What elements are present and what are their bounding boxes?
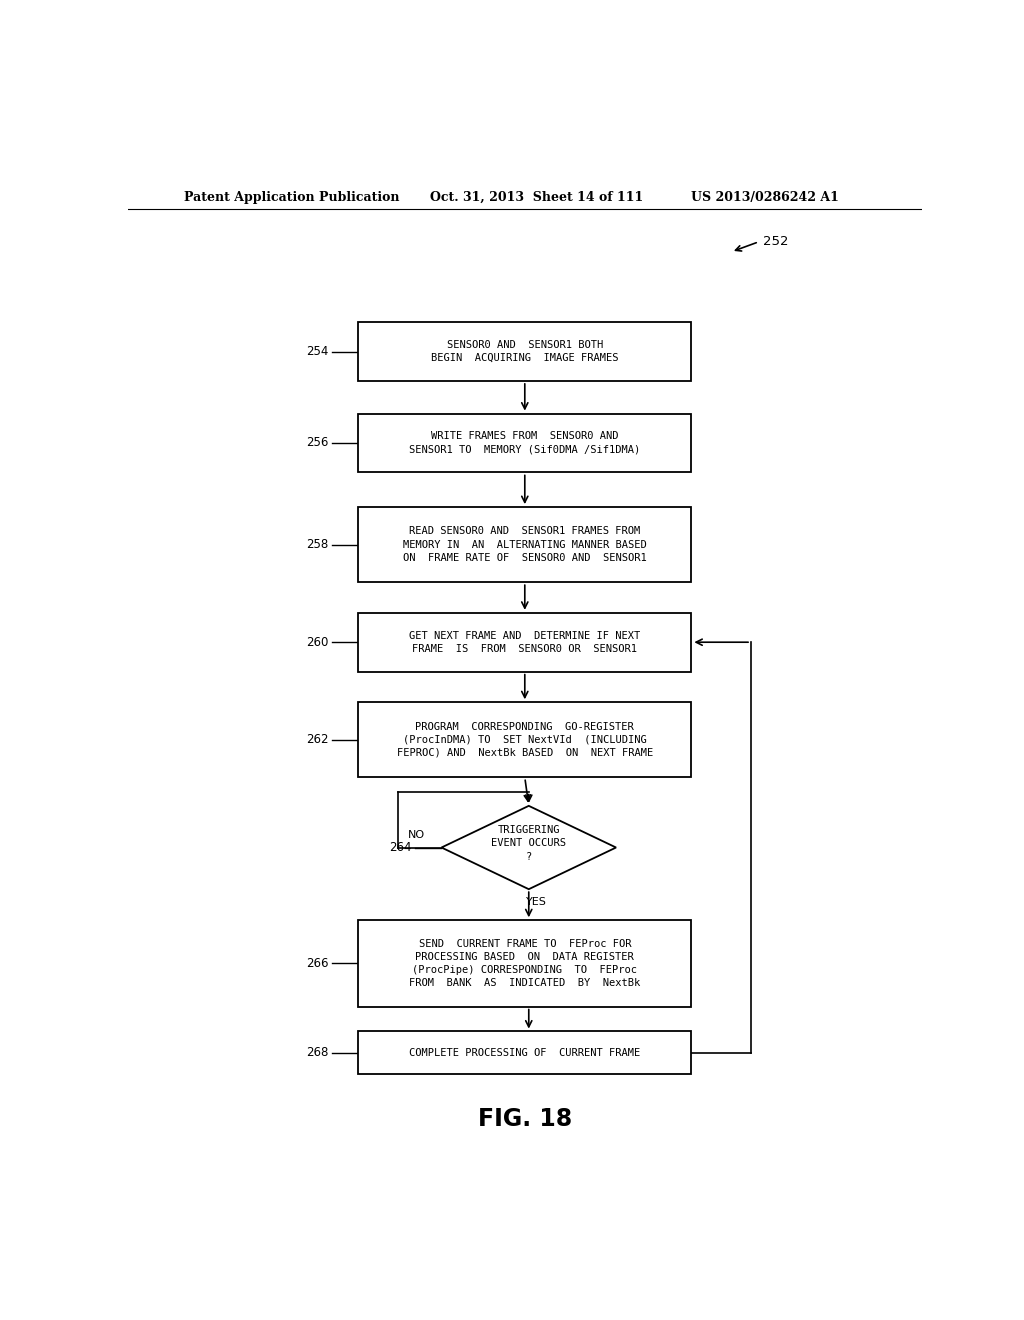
Polygon shape xyxy=(441,805,616,890)
Text: 258: 258 xyxy=(306,539,329,552)
Bar xyxy=(358,322,691,381)
Text: SEND  CURRENT FRAME TO  FEProc FOR
PROCESSING BASED  ON  DATA REGISTER
(ProcPipe: SEND CURRENT FRAME TO FEProc FOR PROCESS… xyxy=(410,939,640,989)
Text: FIG. 18: FIG. 18 xyxy=(477,1107,572,1131)
Text: NO: NO xyxy=(408,830,425,841)
Text: 266: 266 xyxy=(306,957,329,970)
Text: WRITE FRAMES FROM  SENSOR0 AND
SENSOR1 TO  MEMORY (Sif0DMA /Sif1DMA): WRITE FRAMES FROM SENSOR0 AND SENSOR1 TO… xyxy=(410,432,640,454)
Text: 256: 256 xyxy=(306,437,329,450)
Text: COMPLETE PROCESSING OF  CURRENT FRAME: COMPLETE PROCESSING OF CURRENT FRAME xyxy=(410,1048,640,1057)
Text: Patent Application Publication: Patent Application Publication xyxy=(183,190,399,203)
Bar xyxy=(358,1031,691,1074)
Text: SENSOR0 AND  SENSOR1 BOTH
BEGIN  ACQUIRING  IMAGE FRAMES: SENSOR0 AND SENSOR1 BOTH BEGIN ACQUIRING… xyxy=(431,341,618,363)
Text: YES: YES xyxy=(526,898,547,907)
Text: Oct. 31, 2013  Sheet 14 of 111: Oct. 31, 2013 Sheet 14 of 111 xyxy=(430,190,643,203)
Bar xyxy=(358,612,691,672)
Bar xyxy=(358,920,691,1007)
Text: 252: 252 xyxy=(763,235,788,248)
Text: US 2013/0286242 A1: US 2013/0286242 A1 xyxy=(691,190,840,203)
Text: 254: 254 xyxy=(306,345,329,358)
Text: GET NEXT FRAME AND  DETERMINE IF NEXT
FRAME  IS  FROM  SENSOR0 OR  SENSOR1: GET NEXT FRAME AND DETERMINE IF NEXT FRA… xyxy=(410,631,640,653)
Bar xyxy=(358,507,691,582)
Text: 264: 264 xyxy=(389,841,412,854)
Bar xyxy=(358,702,691,777)
Text: 260: 260 xyxy=(306,636,329,648)
Text: TRIGGERING
EVENT OCCURS
?: TRIGGERING EVENT OCCURS ? xyxy=(492,825,566,862)
Text: READ SENSOR0 AND  SENSOR1 FRAMES FROM
MEMORY IN  AN  ALTERNATING MANNER BASED
ON: READ SENSOR0 AND SENSOR1 FRAMES FROM MEM… xyxy=(402,527,647,562)
Text: PROGRAM  CORRESPONDING  GO-REGISTER
(ProcInDMA) TO  SET NextVId  (INCLUDING
FEPR: PROGRAM CORRESPONDING GO-REGISTER (ProcI… xyxy=(396,722,653,758)
Text: 262: 262 xyxy=(306,734,329,746)
Text: 268: 268 xyxy=(306,1047,329,1060)
Bar xyxy=(358,413,691,473)
